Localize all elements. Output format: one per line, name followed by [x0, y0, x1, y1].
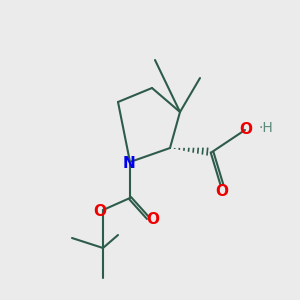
Text: O: O — [146, 212, 160, 226]
Text: O: O — [215, 184, 229, 199]
Text: O: O — [239, 122, 253, 136]
Text: ·H: ·H — [258, 121, 273, 135]
Text: N: N — [123, 157, 135, 172]
Text: O: O — [94, 203, 106, 218]
